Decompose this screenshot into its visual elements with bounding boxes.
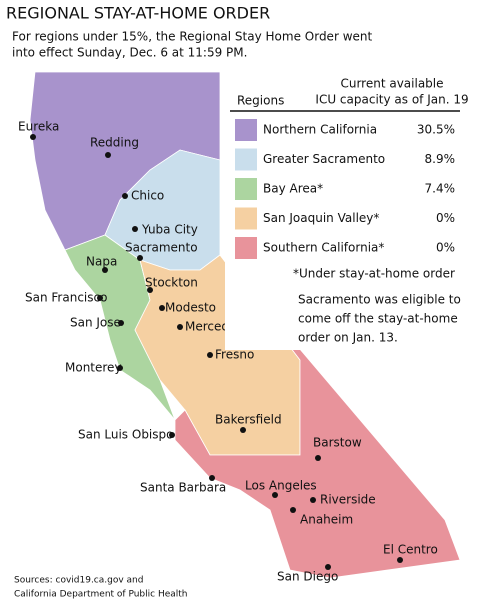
map — [29, 71, 461, 579]
city-dot — [159, 305, 165, 311]
city-label: Napa — [86, 255, 117, 269]
legend-swatch — [235, 237, 257, 259]
city-label: Yuba City — [141, 223, 198, 237]
city-label: Bakersfield — [215, 413, 282, 427]
city-dot — [290, 507, 296, 513]
legend-value: 8.9% — [425, 152, 456, 166]
legend-label: San Joaquin Valley* — [263, 211, 379, 225]
legend-header: ICU capacity as of Jan. 19 — [315, 93, 468, 107]
city-label: El Centro — [383, 543, 438, 557]
legend-swatch — [235, 148, 257, 171]
note: order on Jan. 13. — [298, 331, 398, 345]
legend-label: Greater Sacramento — [263, 152, 385, 166]
city-dot — [315, 455, 321, 461]
city-label: San Diego — [277, 570, 338, 584]
city-label: Chico — [131, 189, 164, 203]
legend-label: Northern California — [263, 123, 377, 137]
city-dot — [105, 152, 111, 158]
city-label: Fresno — [215, 348, 254, 362]
city-dot — [169, 432, 175, 438]
city-label: Riverside — [320, 493, 376, 507]
subtitle: into effect Sunday, Dec. 6 at 11:59 PM. — [12, 46, 247, 60]
city-dot — [325, 564, 331, 570]
legend-value: 0% — [436, 241, 455, 255]
note: Sacramento was eligible to — [298, 293, 461, 307]
legend-value: 7.4% — [425, 182, 456, 196]
legend-box — [225, 75, 463, 350]
city-dot — [117, 365, 123, 371]
city-label: San Francisco — [25, 291, 107, 305]
city-label: Stockton — [145, 276, 198, 290]
city-dot — [147, 287, 153, 293]
city-dot — [207, 352, 213, 358]
city-label: Anaheim — [300, 513, 353, 527]
sources: California Department of Public Health — [14, 590, 188, 600]
legend-label: Southern California* — [263, 241, 384, 255]
city-dot — [118, 320, 124, 326]
city-label: Modesto — [165, 301, 216, 315]
city-label: Barstow — [313, 436, 362, 450]
legend-value: 0% — [436, 211, 455, 225]
footnote: *Under stay-at-home order — [293, 267, 455, 281]
legend: Northern California 30.5% Greater Sacramen… — [235, 119, 455, 259]
city-label: San Jose — [70, 316, 121, 330]
city-dot — [30, 134, 36, 140]
city-label: Monterey — [65, 361, 122, 375]
city-dot — [132, 226, 138, 232]
city-label: Sacramento — [125, 241, 198, 255]
legend-swatch — [235, 207, 257, 230]
city-dot — [122, 193, 128, 199]
city-label: Eureka — [18, 120, 59, 134]
legend-swatch — [235, 178, 257, 200]
city-label: San Luis Obispo — [78, 428, 173, 442]
city-dot — [310, 497, 316, 503]
sources: Sources: covid19.ca.gov and — [14, 576, 143, 586]
city-dot — [177, 324, 183, 330]
city-dot — [102, 267, 108, 273]
legend-swatch — [235, 119, 257, 141]
title: REGIONAL STAY-AT-HOME ORDER — [6, 4, 270, 23]
city-label: Redding — [90, 136, 139, 150]
city-label: Merced — [185, 320, 229, 334]
cities: Eureka Redding Chico Yuba City Sacramento Nap… — [18, 120, 438, 584]
legend-label: Bay Area* — [263, 182, 323, 196]
legend-value: 30.5% — [417, 123, 455, 137]
city-dot — [97, 295, 103, 301]
city-dot — [272, 492, 278, 498]
legend-header: Current available — [340, 77, 443, 91]
city-label: Santa Barbara — [140, 481, 226, 495]
city-dot — [397, 557, 403, 563]
city-dot — [209, 475, 215, 481]
city-label: Los Angeles — [245, 479, 317, 493]
city-dot — [240, 427, 246, 433]
subtitle: For regions under 15%, the Regional Stay… — [12, 30, 372, 44]
city-dot — [137, 255, 143, 261]
note: come off the stay-at-home — [298, 312, 458, 326]
legend-header: Regions — [237, 94, 284, 108]
